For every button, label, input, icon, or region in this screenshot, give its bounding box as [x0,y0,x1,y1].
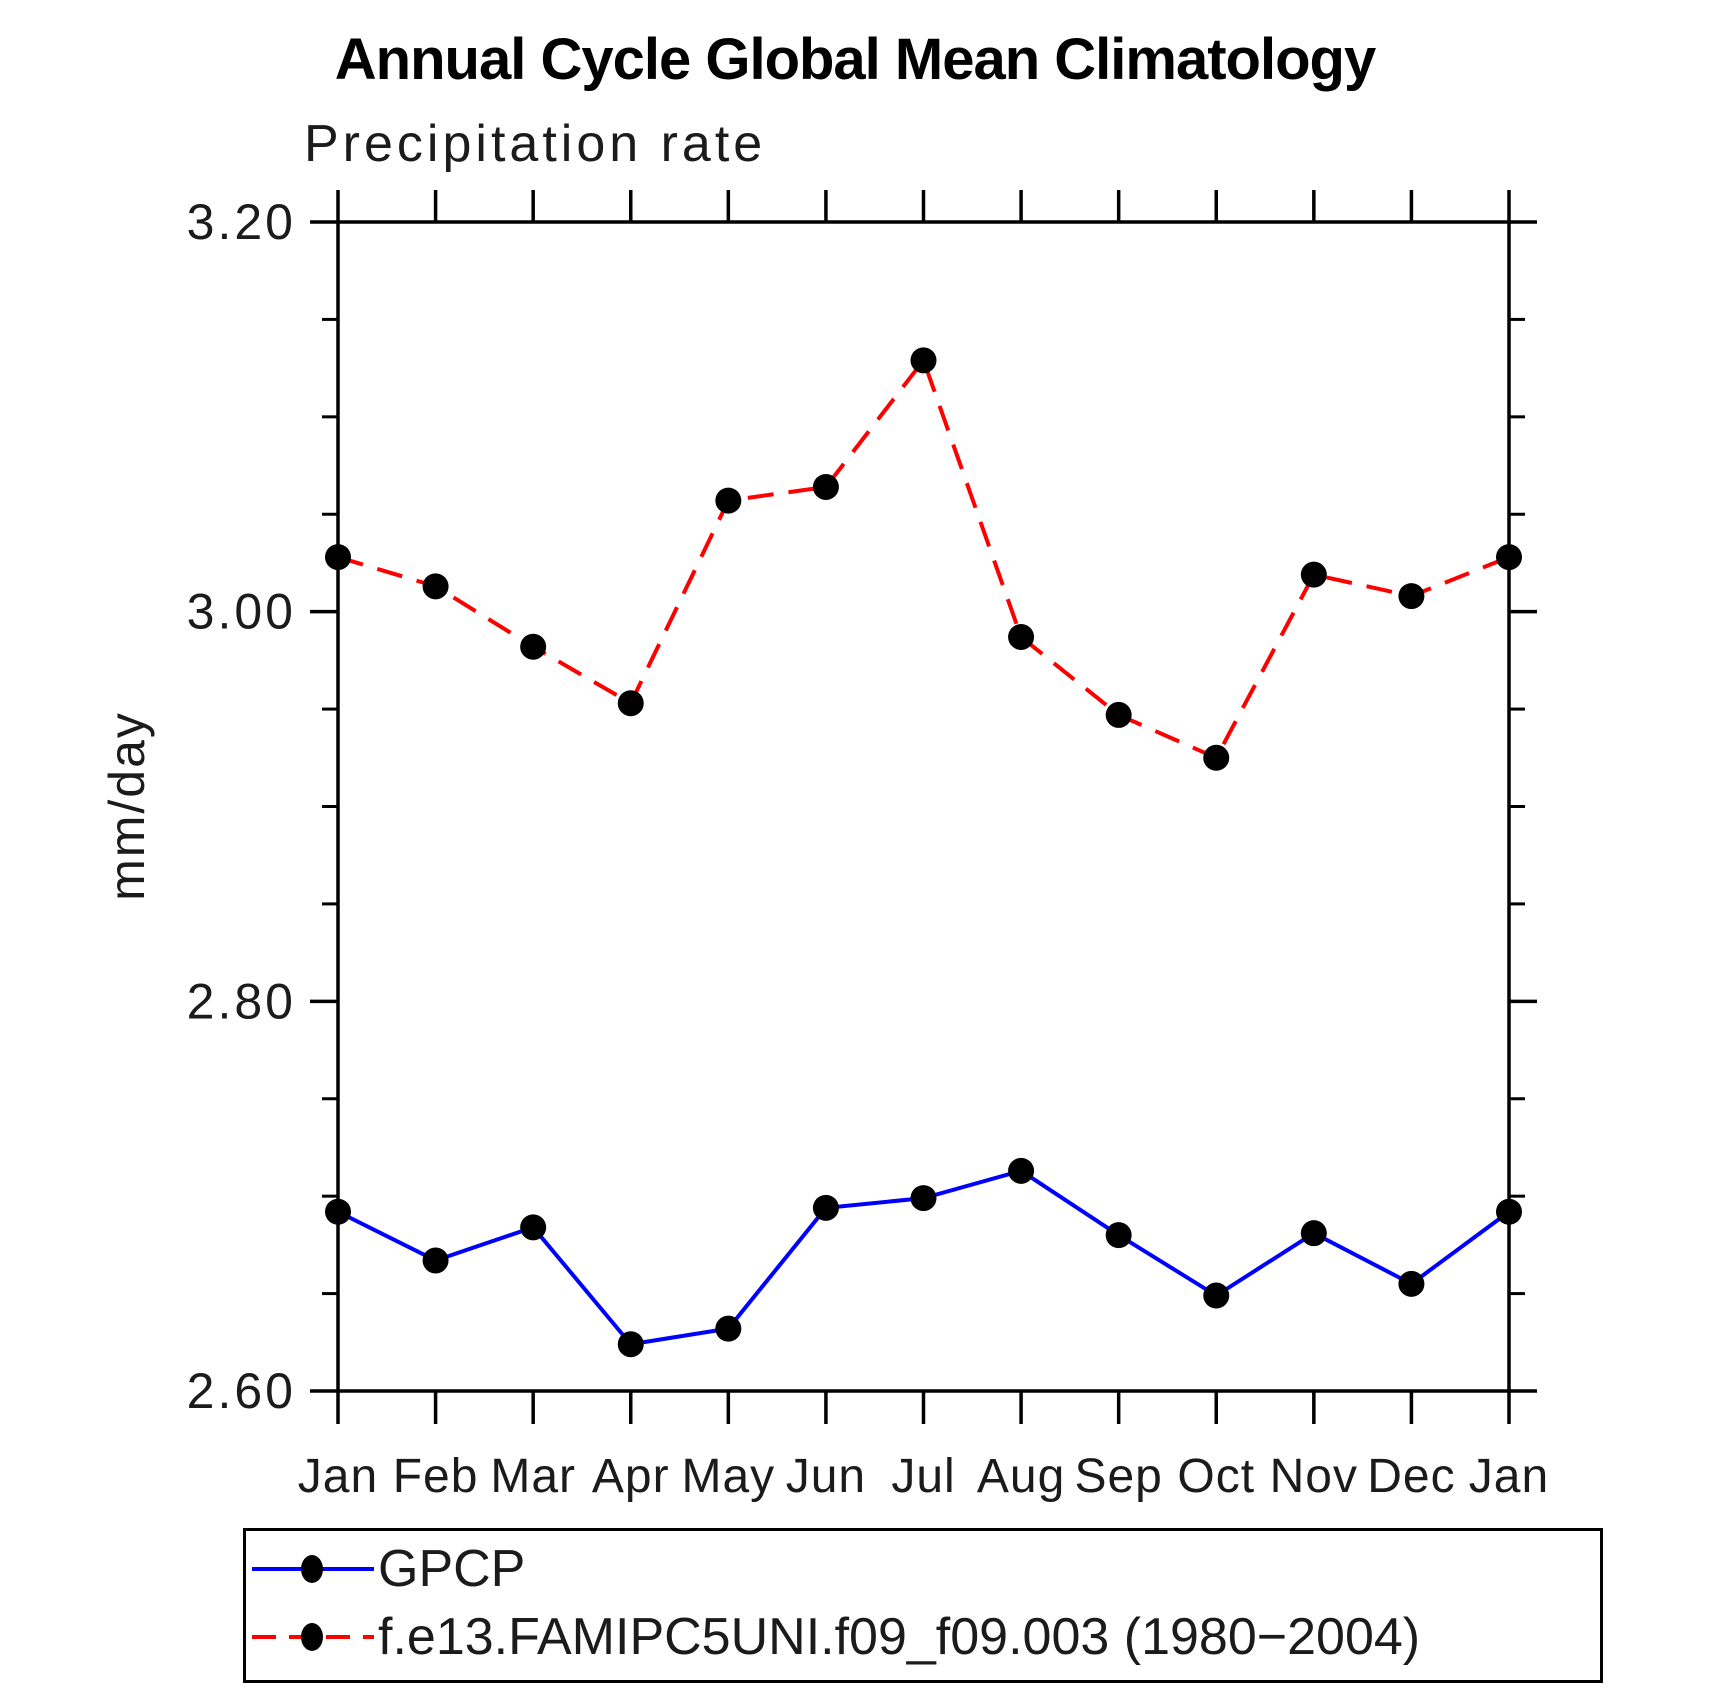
x-tick-label: Jul [891,1450,955,1503]
y-tick-label: 2.80 [187,973,296,1029]
data-point [715,1315,742,1342]
data-point [1008,623,1035,650]
data-point [1203,744,1230,771]
legend-marker-dot [301,1555,323,1583]
chart-subtitle: Precipitation rate [304,115,767,173]
data-point [910,347,937,374]
x-tick-label: Oct [1177,1450,1255,1503]
x-tick-label: Jan [298,1450,378,1503]
data-point [715,487,742,514]
data-point [1105,1222,1132,1249]
y-tick-label: 3.20 [187,194,296,250]
legend-label: GPCP [378,1540,526,1598]
x-tick-label: Dec [1367,1450,1455,1503]
data-point [1203,1282,1230,1309]
legend-marker-dot [301,1623,323,1651]
data-point [520,1214,547,1241]
data-point [1105,701,1132,728]
x-tick-label: Jun [786,1450,866,1503]
data-point [617,1331,644,1358]
plot-frame [336,220,1511,1393]
data-point [1496,1198,1522,1225]
data-point [1496,544,1522,571]
data-point [1398,1270,1425,1297]
legend-label: f.e13.FAMIPC5UNI.f09_f09.003 (1980−2004) [378,1608,1421,1666]
data-point [520,633,547,660]
x-tick-label: Mar [490,1450,576,1503]
data-point [812,473,839,500]
y-tick-label: 2.60 [187,1363,296,1419]
chart-title: Annual Cycle Global Mean Climatology [334,27,1376,92]
data-point [325,544,351,571]
series-line-model [337,356,1510,761]
y-tick-label: 3.00 [187,584,296,640]
data-point [1300,1220,1327,1247]
x-tick-label: Nov [1270,1450,1358,1503]
data-point [325,1198,351,1225]
x-tick-label: Apr [592,1450,670,1503]
data-point [422,573,449,600]
legend-line-sample [252,1623,374,1651]
data-point [422,1247,449,1274]
data-point [1398,583,1425,610]
data-point [1008,1157,1035,1184]
x-tick-label: Jan [1469,1450,1549,1503]
data-point [617,690,644,717]
data-point [910,1185,937,1212]
data-point [1300,561,1327,588]
legend-item: GPCP [250,1539,525,1599]
legend-box: GPCP f.e13.FAMIPC5UNI.f09_f09.003 (1980−2… [243,1528,1603,1683]
data-point [812,1194,839,1221]
legend-item: f.e13.FAMIPC5UNI.f09_f09.003 (1980−2004) [250,1607,1420,1667]
legend-line-sample [252,1555,374,1583]
x-tick-label: Feb [393,1450,479,1503]
x-tick-label: Sep [1074,1450,1162,1503]
x-tick-label: Aug [977,1450,1065,1503]
x-tick-label: May [681,1450,775,1503]
